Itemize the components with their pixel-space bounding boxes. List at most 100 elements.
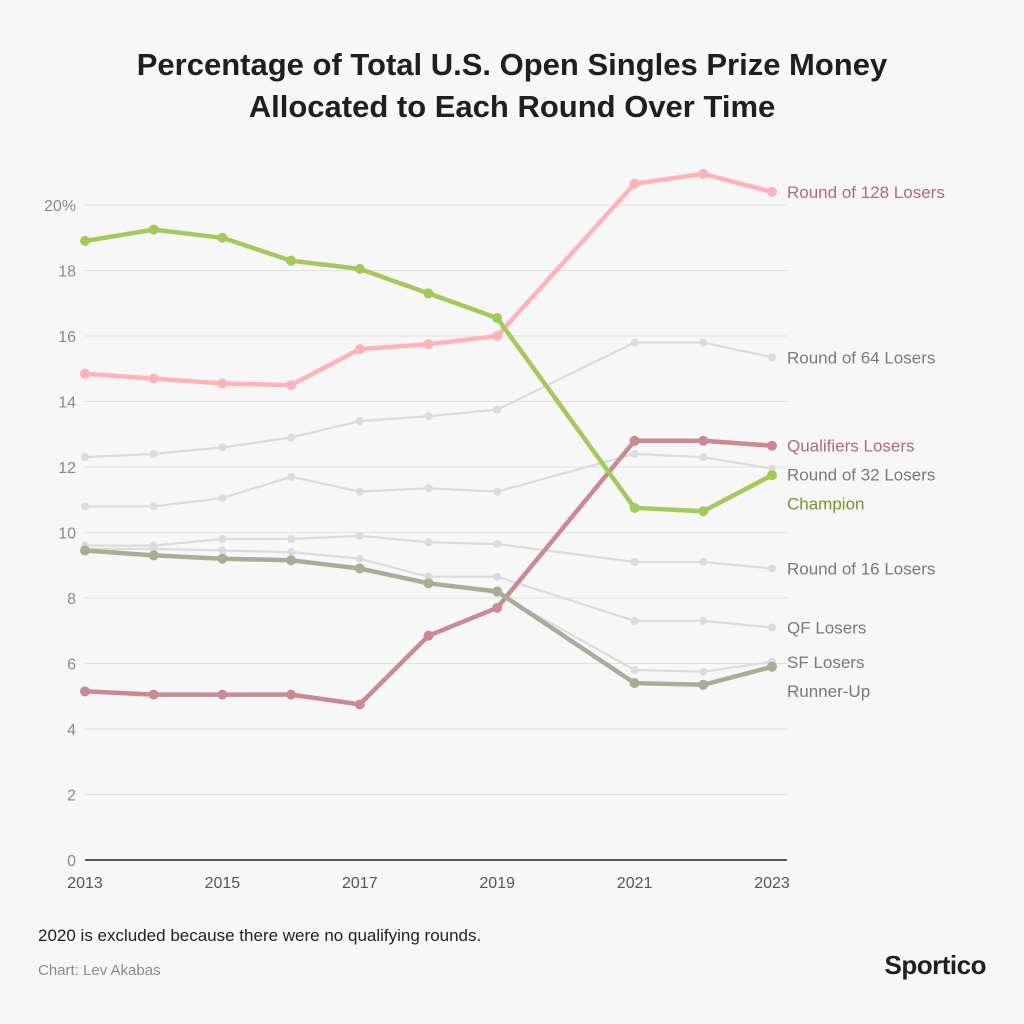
data-point-qualifiers-losers — [217, 689, 228, 700]
data-point-round-of-32-losers — [493, 487, 502, 496]
data-point-round-of-32-losers — [424, 484, 433, 493]
data-point-round-of-64-losers — [699, 338, 708, 347]
data-point-round-of-128-losers — [698, 168, 709, 179]
y-tick-label: 20% — [44, 198, 76, 215]
series-line-round-of-64-losers — [83, 341, 774, 459]
data-point-qualifiers-losers — [286, 689, 297, 700]
title-line-1: Percentage of Total U.S. Open Singles Pr… — [136, 47, 888, 82]
data-point-round-of-16-losers — [699, 557, 708, 566]
data-point-qf-losers — [287, 548, 296, 557]
series-line-round-of-128-losers — [82, 171, 775, 388]
brand-logo: Sportico — [884, 950, 987, 980]
data-point-round-of-128-losers — [629, 178, 640, 189]
y-tick-label: 16 — [58, 329, 76, 346]
data-point-qualifiers-losers — [423, 630, 434, 641]
data-point-champion — [80, 236, 90, 247]
data-point-qf-losers — [355, 554, 364, 563]
data-point-runner-up — [629, 678, 640, 689]
data-point-round-of-16-losers — [218, 535, 227, 544]
data-point-round-of-32-losers — [81, 502, 89, 511]
data-point-round-of-32-losers — [630, 449, 639, 458]
data-point-round-of-64-losers — [768, 353, 776, 362]
series-label-champion: Champion — [787, 495, 865, 514]
data-point-runner-up — [148, 550, 159, 561]
data-point-runner-up — [492, 586, 503, 597]
series-line-round-of-32-losers — [83, 452, 774, 508]
data-point-champion — [423, 288, 434, 299]
data-point-round-of-128-losers — [148, 373, 159, 384]
series-line-qualifiers-losers — [82, 438, 775, 707]
data-point-round-of-16-losers — [630, 557, 639, 566]
data-point-champion — [354, 263, 365, 274]
data-point-qualifiers-losers — [492, 602, 503, 613]
data-point-round-of-16-losers — [493, 539, 502, 548]
x-tick-label: 2017 — [342, 875, 378, 892]
data-point-qf-losers — [768, 623, 776, 632]
data-point-qualifiers-losers — [767, 440, 777, 451]
data-point-round-of-128-losers — [217, 378, 228, 389]
data-point-sf-losers — [630, 666, 639, 675]
data-point-champion — [148, 224, 159, 235]
data-point-round-of-64-losers — [355, 417, 364, 426]
data-point-round-of-64-losers — [218, 443, 227, 452]
series-label-runner-up: Runner-Up — [787, 682, 870, 701]
data-point-round-of-16-losers — [424, 538, 433, 547]
data-point-champion — [767, 470, 777, 481]
data-point-round-of-128-losers — [286, 380, 297, 391]
data-point-champion — [492, 312, 503, 323]
title-line-2: Allocated to Each Round Over Time — [248, 89, 776, 124]
footnote: 2020 is excluded because there were no q… — [38, 926, 482, 945]
data-point-round-of-32-losers — [149, 502, 158, 511]
data-point-runner-up — [217, 553, 228, 564]
data-point-round-of-64-losers — [287, 433, 296, 442]
data-point-qualifiers-losers — [629, 435, 640, 446]
series-label-round-of-128-losers: Round of 128 Losers — [787, 183, 945, 202]
data-point-round-of-64-losers — [493, 405, 502, 414]
series-line-champion — [82, 227, 775, 514]
data-point-qf-losers — [218, 546, 227, 555]
data-point-round-of-128-losers — [423, 339, 434, 350]
data-point-round-of-16-losers — [768, 564, 776, 573]
x-tick-label: 2019 — [479, 875, 515, 892]
label-layer: Round of 128 Losers Round of 64 Losers Qua… — [787, 183, 945, 701]
series-line-round-of-16-losers — [83, 534, 774, 570]
data-point-round-of-128-losers — [492, 331, 503, 341]
data-point-qf-losers — [493, 572, 502, 581]
y-tick-label: 4 — [67, 722, 76, 739]
data-point-round-of-64-losers — [81, 453, 89, 462]
data-point-round-of-32-losers — [699, 453, 708, 462]
series-line-sf-losers — [83, 549, 774, 673]
series-label-qf-losers: QF Losers — [787, 618, 866, 637]
data-point-champion — [629, 502, 640, 513]
x-tick-label: 2013 — [67, 875, 103, 892]
data-point-champion — [217, 232, 228, 243]
data-point-round-of-128-losers — [80, 368, 90, 379]
data-point-qualifiers-losers — [354, 699, 365, 710]
y-tick-label: 10 — [58, 526, 76, 543]
chart-credit: Chart: Lev Akabas — [38, 962, 161, 979]
series-line-runner-up — [82, 548, 775, 688]
data-point-round-of-64-losers — [149, 449, 158, 458]
grid-layer: 0 2 4 6 8 10 12 14 16 18 20% 2013 2015 2017 2019 2021 20… — [44, 198, 790, 892]
y-tick-label: 2 — [67, 788, 76, 805]
y-tick-label: 14 — [58, 395, 76, 412]
data-point-champion — [698, 506, 709, 517]
data-point-qf-losers — [699, 616, 708, 625]
y-tick-label: 0 — [67, 853, 76, 870]
data-point-runner-up — [286, 555, 297, 566]
data-point-runner-up — [80, 545, 90, 556]
data-point-round-of-16-losers — [355, 531, 364, 540]
data-point-round-of-128-losers — [354, 344, 365, 355]
y-tick-label: 6 — [67, 657, 76, 674]
y-tick-label: 18 — [58, 264, 76, 281]
data-point-qf-losers — [630, 616, 639, 625]
series-label-qualifiers-losers: Qualifiers Losers — [787, 437, 915, 456]
data-point-round-of-16-losers — [287, 535, 296, 544]
series-label-round-of-64-losers: Round of 64 Losers — [787, 348, 935, 367]
data-point-round-of-32-losers — [218, 494, 227, 503]
chart-title: Percentage of Total U.S. Open Singles Pr… — [0, 44, 1024, 128]
x-tick-label: 2021 — [617, 875, 653, 892]
data-point-runner-up — [354, 563, 365, 574]
x-tick-label: 2015 — [205, 875, 241, 892]
